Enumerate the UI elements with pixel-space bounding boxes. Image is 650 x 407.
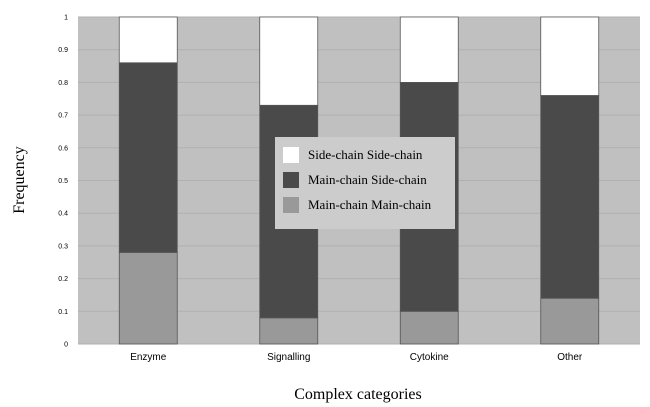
- y-tick-label: 0: [64, 342, 68, 349]
- x-tick-label: Enzyme: [130, 352, 167, 363]
- x-tick-label: Signalling: [267, 352, 310, 363]
- legend-box: [275, 137, 455, 229]
- y-axis-title: Frequency: [11, 146, 28, 214]
- y-tick-labels: 0 0.1 0.2 0.3 0.4 0.5 0.6 0.7 0.8 0.9 1: [58, 15, 68, 349]
- legend-label: Side-chain Side-chain: [308, 147, 423, 162]
- x-tick-labels: Enzyme Signalling Cytokine Other: [130, 352, 583, 363]
- y-tick-label: 0.5: [58, 178, 68, 185]
- x-tick-label: Other: [557, 352, 583, 363]
- bar-segment: [540, 297, 600, 345]
- legend: Side-chain Side-chain Main-chain Side-cha…: [275, 137, 455, 229]
- y-tick-label: 0.7: [58, 113, 68, 120]
- bar-segment: [540, 16, 600, 96]
- legend-swatch: [283, 172, 299, 188]
- y-tick-label: 0.1: [58, 309, 68, 316]
- bar-segment: [259, 317, 319, 345]
- legend-label: Main-chain Side-chain: [308, 172, 427, 187]
- bar-segment: [399, 16, 459, 83]
- y-tick-label: 0.3: [58, 243, 68, 250]
- bar-segment: [540, 95, 600, 299]
- y-tick-label: 0.4: [58, 211, 68, 218]
- bar-segment: [399, 310, 459, 345]
- y-tick-label: 0.8: [58, 80, 68, 87]
- legend-swatch: [283, 147, 299, 163]
- bar-segment: [259, 16, 319, 106]
- y-tick-label: 1: [64, 15, 68, 22]
- legend-swatch: [283, 197, 299, 213]
- bar-segment: [118, 252, 178, 345]
- x-axis-title: Complex categories: [294, 386, 422, 403]
- bar-segment: [118, 62, 178, 253]
- x-tick-label: Cytokine: [410, 352, 449, 363]
- y-tick-label: 0.2: [58, 276, 68, 283]
- y-tick-label: 0.6: [58, 145, 68, 152]
- legend-label: Main-chain Main-chain: [308, 197, 432, 212]
- y-tick-label: 0.9: [58, 47, 68, 54]
- bar-segment: [118, 16, 178, 64]
